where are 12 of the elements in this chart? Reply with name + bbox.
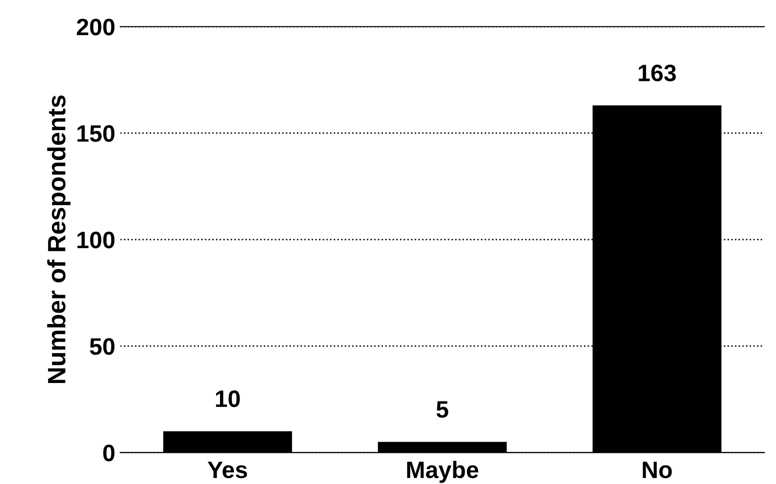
x-tick-label: Maybe [407, 460, 478, 483]
y-axis-title: Number of Respondents [47, 95, 70, 384]
x-tick-label: Yes [208, 462, 248, 478]
y-tick-label: 200 [76, 18, 114, 36]
data-label: 163 [638, 64, 676, 82]
y-tick-label: 0 [103, 444, 114, 462]
y-tick-label: 100 [78, 232, 114, 248]
y-tick-label: 50 [90, 338, 114, 355]
data-label: 10 [216, 390, 240, 408]
y-tick-label: 150 [78, 125, 114, 142]
data-label: 5 [436, 401, 448, 418]
x-tick-label: No [642, 462, 672, 478]
